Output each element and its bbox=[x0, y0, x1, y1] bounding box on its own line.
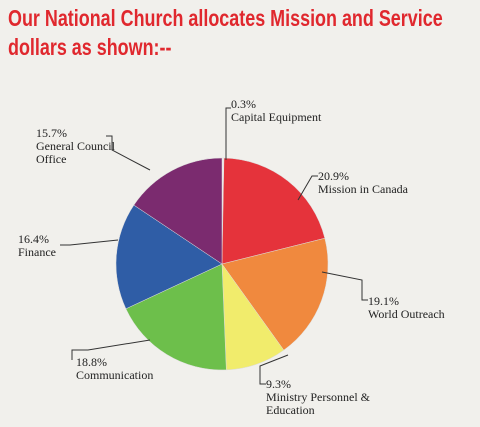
chart-title: Our National Church allocates Mission an… bbox=[8, 5, 443, 60]
leader-line bbox=[71, 339, 151, 360]
category-label: Communication bbox=[76, 368, 154, 382]
slice-label: 16.4% Finance bbox=[18, 233, 98, 259]
pie-slice bbox=[221, 237, 329, 351]
leader-line bbox=[297, 175, 318, 201]
leader-line bbox=[321, 271, 368, 301]
value-label: 15.7% bbox=[36, 126, 67, 140]
slice-label: 15.7% General Council Office bbox=[36, 127, 141, 166]
slice-label: 9.3% Ministry Personnel & Education bbox=[266, 378, 386, 417]
pie-slice bbox=[133, 157, 223, 265]
value-label: 16.4% bbox=[18, 232, 49, 246]
category-label: World Outreach bbox=[368, 307, 445, 321]
pie-slice bbox=[115, 204, 223, 310]
category-label: General Council Office bbox=[36, 139, 115, 166]
category-label: Capital Equipment bbox=[231, 110, 322, 124]
value-label: 9.3% bbox=[266, 377, 291, 391]
pie-slice bbox=[125, 263, 227, 371]
slice-label: 20.9% Mission in Canada bbox=[318, 170, 468, 196]
leader-line bbox=[106, 135, 151, 171]
value-label: 19.1% bbox=[368, 294, 399, 308]
value-label: 20.9% bbox=[318, 169, 349, 183]
leader-line bbox=[259, 354, 289, 385]
category-label: Ministry Personnel & Education bbox=[266, 390, 370, 417]
category-label: Mission in Canada bbox=[318, 182, 408, 196]
pie-slice bbox=[221, 157, 326, 265]
leader-line bbox=[60, 239, 119, 246]
slice-label: 0.3% Capital Equipment bbox=[231, 98, 391, 124]
slice-label: 18.8% Communication bbox=[76, 356, 196, 382]
value-label: 0.3% bbox=[231, 97, 256, 111]
value-label: 18.8% bbox=[76, 355, 107, 369]
leader-line bbox=[225, 107, 231, 160]
category-label: Finance bbox=[18, 245, 56, 259]
slice-label: 19.1% World Outreach bbox=[368, 295, 478, 321]
